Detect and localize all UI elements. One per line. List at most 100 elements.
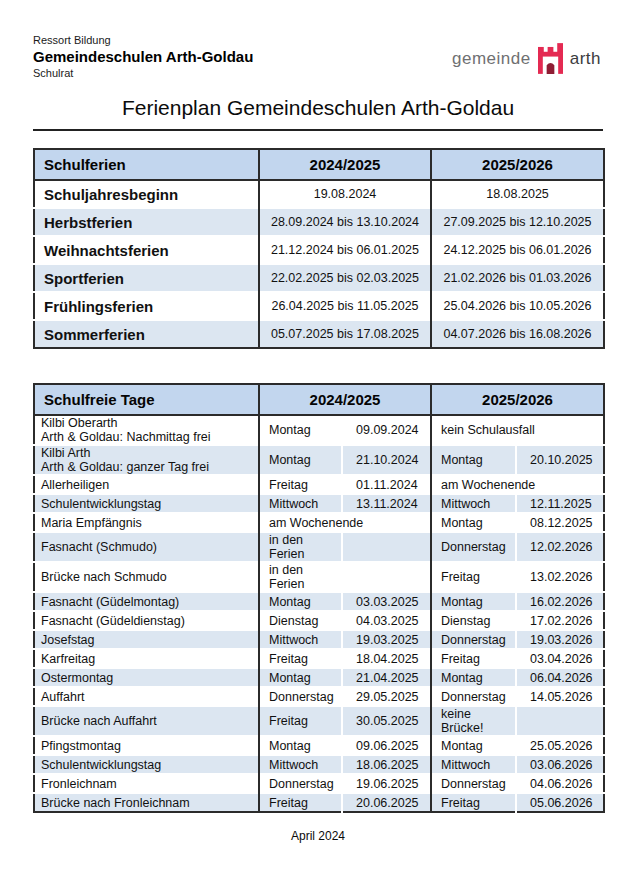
holiday-year2-cell: 27.09.2025 bis 12.10.2025 <box>431 208 604 236</box>
holiday-year1-cell: 05.07.2025 bis 17.08.2025 <box>259 320 431 348</box>
date-cell: 12.11.2025 <box>516 494 604 513</box>
free-day-row: PfingstmontagMontag09.06.2025Montag25.05… <box>34 736 604 755</box>
event-label-cell: Schulentwicklungstag <box>34 494 259 513</box>
event-label-cell: Fasnacht (Schmudo) <box>34 532 259 562</box>
date-cell: 20.06.2025 <box>342 793 431 812</box>
unit-label: Schulrat <box>33 66 253 80</box>
date-cell <box>516 706 604 736</box>
free-day-row: Brücke nach AuffahrtFreitag30.05.2025kei… <box>34 706 604 736</box>
date-cell: 19.03.2026 <box>516 630 604 649</box>
holiday-year1-cell: 26.04.2025 bis 11.05.2025 <box>259 292 431 320</box>
holiday-year2-cell: 21.02.2026 bis 01.03.2026 <box>431 264 604 292</box>
gemeinde-arth-logo: gemeinde arth <box>452 43 601 74</box>
date-cell: 19.03.2025 <box>342 630 431 649</box>
event-label-cell: Brücke nach Fronleichnam <box>34 793 259 812</box>
holiday-year2-cell: 18.08.2025 <box>431 180 604 208</box>
weekday-cell: Montag <box>259 415 342 445</box>
free-day-row: SchulentwicklungstagMittwoch18.06.2025Mi… <box>34 755 604 774</box>
weekday-cell: in den Ferien <box>259 562 342 592</box>
weekday-cell: Montag <box>431 445 516 475</box>
holiday-label-cell: Weihnachtsferien <box>34 236 259 264</box>
date-cell: 21.04.2025 <box>342 668 431 687</box>
holiday-year2-cell: 04.07.2026 bis 16.08.2026 <box>431 320 604 348</box>
holiday-row: Frühlingsferien26.04.2025 bis 11.05.2025… <box>34 292 604 320</box>
freedays-table-body: Kilbi Oberarth Arth & Goldau: Nachmittag… <box>34 415 604 812</box>
weekday-cell: Donnerstag <box>259 774 342 793</box>
weekday-cell: Freitag <box>431 562 516 592</box>
footer-date: April 2024 <box>33 829 603 843</box>
event-label-cell: Brücke nach Schmudo <box>34 562 259 592</box>
weekday-cell: Montag <box>431 736 516 755</box>
free-day-row: Fasnacht (Güdelmontag)Montag03.03.2025Mo… <box>34 592 604 611</box>
weekday-cell: Freitag <box>259 706 342 736</box>
event-label-cell: Fasnacht (Güdelmontag) <box>34 592 259 611</box>
event-label-cell: Auffahrt <box>34 687 259 706</box>
free-day-row: SchulentwicklungstagMittwoch13.11.2024Mi… <box>34 494 604 513</box>
date-cell: 03.03.2025 <box>342 592 431 611</box>
weekday-cell: Mittwoch <box>259 494 342 513</box>
event-label-cell: Schulentwicklungstag <box>34 755 259 774</box>
date-cell: 20.10.2025 <box>516 445 604 475</box>
weekday-cell: Freitag <box>259 475 342 494</box>
weekday-cell: Dienstag <box>259 611 342 630</box>
event-label-cell: Brücke nach Auffahrt <box>34 706 259 736</box>
event-label-cell: Kilbi Oberarth Arth & Goldau: Nachmittag… <box>34 415 259 445</box>
date-cell: 04.06.2026 <box>516 774 604 793</box>
holiday-year2-cell: 25.04.2026 bis 10.05.2026 <box>431 292 604 320</box>
free-day-row: JosefstagMittwoch19.03.2025Donnerstag19.… <box>34 630 604 649</box>
date-cell: 18.06.2025 <box>342 755 431 774</box>
date-cell: 04.03.2025 <box>342 611 431 630</box>
holidays-header-year2: 2025/2026 <box>431 149 604 180</box>
date-cell: 05.06.2026 <box>516 793 604 812</box>
event-label-cell: Fronleichnam <box>34 774 259 793</box>
free-day-row: Kilbi Arth Arth & Goldau: ganzer Tag fre… <box>34 445 604 475</box>
freedays-header-year1: 2024/2025 <box>259 384 431 415</box>
weekday-cell: Freitag <box>431 793 516 812</box>
event-label-cell: Karfreitag <box>34 649 259 668</box>
weekday-cell: Freitag <box>431 649 516 668</box>
event-label-cell: Pfingstmontag <box>34 736 259 755</box>
holiday-label-cell: Sommerferien <box>34 320 259 348</box>
date-cell: 14.05.2026 <box>516 687 604 706</box>
weekday-cell: Montag <box>259 592 342 611</box>
page-title: Ferienplan Gemeindeschulen Arth-Goldau <box>33 96 603 131</box>
logo-text-gemeinde: gemeinde <box>452 49 531 69</box>
school-holidays-table: Schulferien 2024/2025 2025/2026 Schuljah… <box>33 148 605 349</box>
free-day-row: Brücke nach FronleichnamFreitag20.06.202… <box>34 793 604 812</box>
weekday-cell: Mittwoch <box>431 755 516 774</box>
department-label: Ressort Bildung <box>33 33 253 47</box>
free-day-row: FronleichnamDonnerstag19.06.2025Donnerst… <box>34 774 604 793</box>
year-note-cell: kein Schulausfall <box>431 415 604 445</box>
year-note-cell: am Wochenende <box>259 513 431 532</box>
holiday-row: Sommerferien05.07.2025 bis 17.08.202504.… <box>34 320 604 348</box>
freedays-header-year2: 2025/2026 <box>431 384 604 415</box>
date-cell: 03.06.2026 <box>516 755 604 774</box>
event-label-cell: Kilbi Arth Arth & Goldau: ganzer Tag fre… <box>34 445 259 475</box>
castle-tower-icon <box>538 43 563 74</box>
free-day-row: OstermontagMontag21.04.2025Montag06.04.2… <box>34 668 604 687</box>
document-page: Ressort Bildung Gemeindeschulen Arth-Gol… <box>0 0 636 881</box>
weekday-cell: Montag <box>259 445 342 475</box>
date-cell: 13.11.2024 <box>342 494 431 513</box>
holidays-header-row: Schulferien 2024/2025 2025/2026 <box>34 149 604 180</box>
weekday-cell: Donnerstag <box>259 687 342 706</box>
free-day-row: AllerheiligenFreitag01.11.2024am Wochene… <box>34 475 604 494</box>
date-cell: 29.05.2025 <box>342 687 431 706</box>
date-cell <box>342 532 431 562</box>
date-cell: 03.04.2026 <box>516 649 604 668</box>
holiday-year1-cell: 21.12.2024 bis 06.01.2025 <box>259 236 431 264</box>
weekday-cell: Freitag <box>259 793 342 812</box>
date-cell: 18.04.2025 <box>342 649 431 668</box>
free-day-row: Maria Empfängnisam WochenendeMontag08.12… <box>34 513 604 532</box>
date-cell: 16.02.2026 <box>516 592 604 611</box>
school-free-days-table: Schulfreie Tage 2024/2025 2025/2026 Kilb… <box>33 383 605 813</box>
event-label-cell: Ostermontag <box>34 668 259 687</box>
weekday-cell: Freitag <box>259 649 342 668</box>
weekday-cell: Mittwoch <box>259 630 342 649</box>
weekday-cell: Donnerstag <box>431 687 516 706</box>
holiday-year1-cell: 28.09.2024 bis 13.10.2024 <box>259 208 431 236</box>
weekday-cell: Donnerstag <box>431 532 516 562</box>
date-cell: 08.12.2025 <box>516 513 604 532</box>
weekday-cell: keine Brücke! <box>431 706 516 736</box>
weekday-cell: Donnerstag <box>431 774 516 793</box>
